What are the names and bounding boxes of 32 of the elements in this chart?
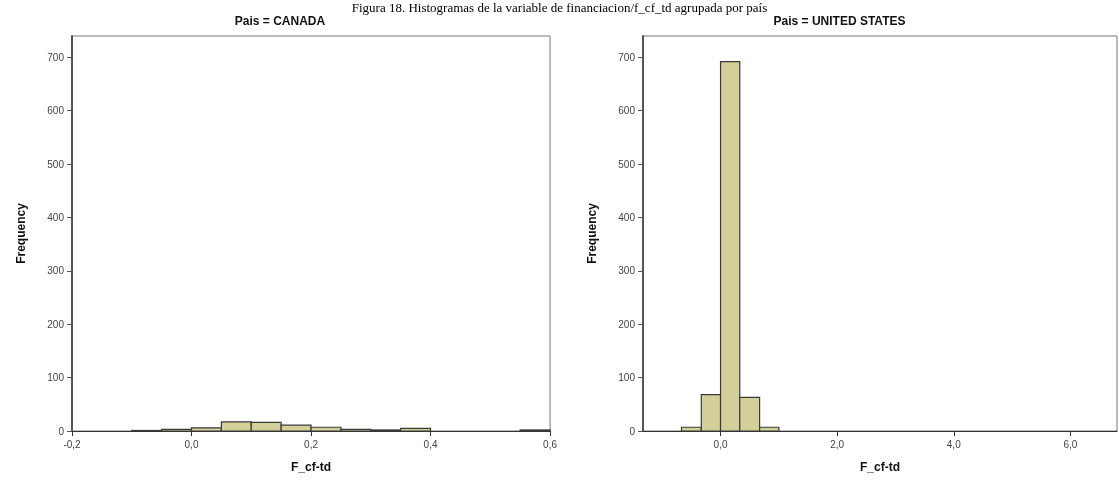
x-tick-label: 2,0 xyxy=(830,438,845,450)
y-tick-label: 600 xyxy=(618,105,636,117)
x-axis-title: F_cf-td xyxy=(860,460,900,474)
x-tick-label: 6,0 xyxy=(1063,438,1078,450)
y-tick-label: 300 xyxy=(47,265,65,277)
y-tick-label: 500 xyxy=(47,158,65,170)
y-tick-label: 100 xyxy=(47,372,65,384)
y-tick-label: 400 xyxy=(47,211,65,223)
x-tick-label: -0,2 xyxy=(63,438,82,450)
x-tick-label: 0,2 xyxy=(304,438,319,450)
y-tick-label: 700 xyxy=(618,51,636,63)
y-tick-label: 700 xyxy=(47,51,65,63)
chart-title: Pais = CANADA xyxy=(234,14,326,28)
x-tick-label: 0,6 xyxy=(543,438,558,450)
y-tick-label: 100 xyxy=(618,372,636,384)
text: Figura 18. Histogramas de la variable de financiacion/f_cf_td agrupada por país xyxy=(351,0,768,15)
x-tick-label: 0,0 xyxy=(184,438,199,450)
x-axis-title: F_cf-td xyxy=(291,460,332,474)
y-axis-title: Frequency xyxy=(14,202,28,264)
y-axis-title: Frequency xyxy=(585,202,599,264)
y-tick-label: 200 xyxy=(47,318,65,330)
y-tick-label: 400 xyxy=(618,211,636,223)
x-tick-label: 0,0 xyxy=(713,438,728,450)
y-tick-label: 500 xyxy=(618,158,636,170)
x-tick-label: 4,0 xyxy=(946,438,962,450)
x-tick-label: 0,4 xyxy=(423,438,438,450)
y-tick-label: 200 xyxy=(618,318,636,330)
y-tick-label: 600 xyxy=(47,105,65,117)
y-tick-label: 0 xyxy=(58,425,65,437)
y-tick-label: 0 xyxy=(629,425,636,437)
chart-title: Pais = UNITED STATES xyxy=(773,14,906,28)
y-tick-label: 300 xyxy=(618,265,636,277)
